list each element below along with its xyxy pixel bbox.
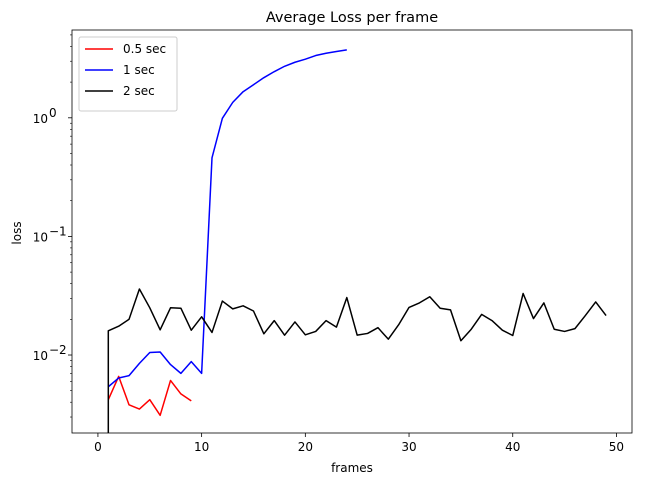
legend-label-0: 0.5 sec (123, 42, 166, 56)
chart-title: Average Loss per frame (266, 10, 438, 26)
y-tick-exponent: 0 (49, 106, 57, 120)
legend: 0.5 sec 1 sec 2 sec (78, 36, 178, 112)
series-line-1 (107, 49, 347, 388)
x-axis: 0 10 20 30 40 50 (94, 433, 624, 454)
y-tick-label: 10 (33, 349, 48, 363)
y-tick-label: 10 (33, 112, 48, 126)
y-tick-exponent: −2 (49, 343, 67, 357)
legend-label-1: 1 sec (123, 63, 155, 77)
x-tick-label: 20 (298, 440, 313, 454)
series-line-0 (107, 375, 192, 417)
series-line-2 (107, 288, 607, 433)
legend-label-2: 2 sec (123, 84, 155, 98)
legend-box (78, 36, 178, 112)
x-tick-label: 40 (505, 440, 520, 454)
series-layer (107, 49, 607, 433)
plot-frame (71, 29, 633, 434)
x-axis-label: frames (331, 461, 373, 475)
x-tick-label: 50 (609, 440, 624, 454)
y-axis-label: loss (10, 221, 24, 244)
x-tick-label: 10 (194, 440, 209, 454)
x-tick-label: 30 (401, 440, 416, 454)
y-tick-exponent: −1 (49, 224, 67, 238)
y-tick-label: 10 (33, 230, 48, 244)
x-tick-label: 0 (94, 440, 102, 454)
